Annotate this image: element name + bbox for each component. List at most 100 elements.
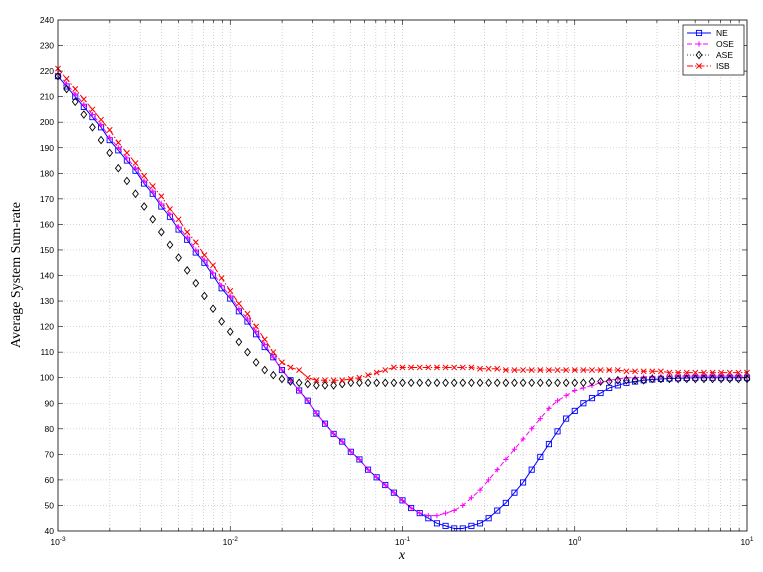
y-tick-label: 190 [40,143,54,153]
data-point [695,29,703,37]
data-point [175,224,182,230]
data-point [123,176,131,186]
data-point [460,502,466,509]
data-point [321,381,329,390]
data-point [192,239,199,246]
data-point [296,367,303,373]
data-point [726,369,733,376]
data-point [295,378,303,388]
data-point [347,378,355,388]
data-point [226,327,234,337]
data-point [735,373,741,379]
data-point [726,374,734,384]
data-point [700,374,708,384]
data-point [166,240,174,250]
data-point [554,367,561,373]
data-point [580,400,587,407]
data-point [468,522,475,529]
data-point [416,378,424,388]
data-point [391,490,397,496]
data-point [658,373,664,379]
data-point [520,367,527,373]
data-point [141,178,147,184]
data-point [494,365,501,372]
data-point [519,378,527,388]
data-point [356,378,363,388]
data-point [150,188,156,194]
data-point [580,367,587,373]
series-ase [54,71,751,390]
data-point [313,410,319,417]
data-point [115,139,122,146]
data-point [696,63,702,69]
data-point [648,374,656,384]
data-point [709,373,716,379]
data-point [502,499,509,506]
series-layer [54,65,751,532]
data-point [477,487,483,493]
data-point [657,368,664,375]
data-point [72,86,79,92]
data-point [450,378,458,388]
data-point [270,354,276,360]
data-point [486,477,492,483]
data-point [433,520,441,527]
y-tick-label: 70 [45,449,55,459]
data-point [235,300,242,307]
data-point [279,367,285,373]
y-tick-label: 60 [45,475,55,485]
legend-entry-ose: OSE [687,39,734,49]
data-point [261,336,268,343]
data-point [675,369,682,376]
data-point [683,374,691,384]
data-point [718,373,724,379]
data-point [339,377,346,384]
data-point [572,387,578,394]
data-point [692,373,698,379]
data-point [476,378,484,388]
data-point [640,368,647,375]
data-point [424,378,432,388]
x-tick-label: 101 [740,536,753,547]
data-point [511,367,518,373]
series-isb [55,65,750,384]
data-point [718,369,725,376]
data-point [270,349,277,356]
data-point [218,317,226,326]
data-point [485,515,492,522]
data-point [494,507,501,514]
data-point [657,374,665,384]
data-point [193,247,199,253]
data-point [348,449,354,455]
data-point [649,368,656,375]
y-tick-label: 200 [40,117,54,127]
data-point [597,367,604,373]
data-point [382,482,388,488]
data-point [157,227,165,237]
legend-entry-ase: ASE [687,50,733,60]
data-point [114,163,122,173]
data-point [511,489,518,496]
y-tick-label: 120 [40,322,54,332]
data-point [192,278,200,288]
data-point [132,165,139,171]
data-point [322,377,328,384]
data-point [287,377,294,386]
data-point [735,374,742,384]
data-point [684,373,690,379]
legend-label: ASE [716,50,733,60]
data-point [244,310,251,317]
y-axis-title: Average System Sum-rate [9,202,24,348]
data-point [253,323,260,330]
data-point [373,369,380,376]
data-point [115,145,121,151]
data-point [364,378,372,388]
data-point [339,438,345,445]
data-point [425,513,431,519]
data-point [124,155,130,161]
grid [58,20,747,531]
data-point [563,415,570,422]
data-point [278,374,286,384]
data-point [227,287,234,294]
